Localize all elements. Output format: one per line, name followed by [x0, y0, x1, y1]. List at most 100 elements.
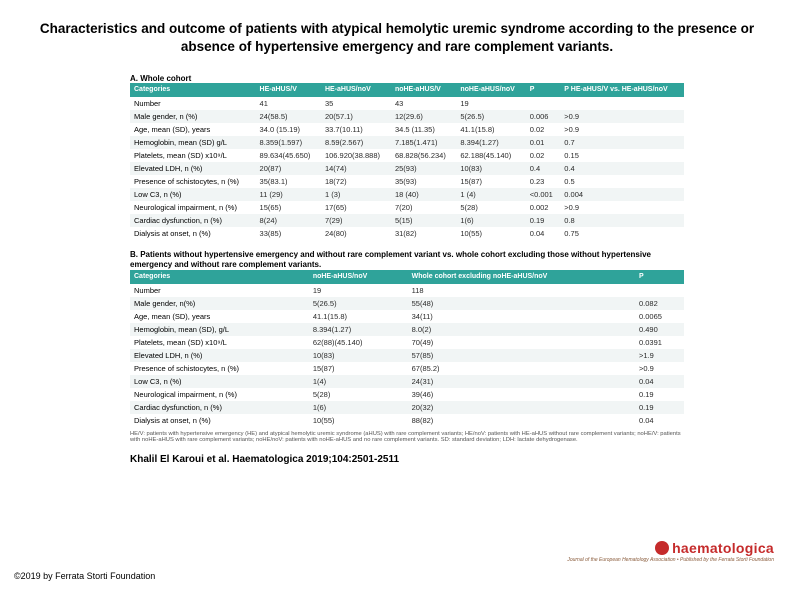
table-row: Presence of schistocytes, n (%)15(87)67(… [130, 362, 684, 375]
cell: 7.185(1.471) [391, 136, 456, 149]
cell: Hemoglobin, mean (SD) g/L [130, 136, 256, 149]
cell: Elevated LDH, n (%) [130, 349, 309, 362]
cell: 10(83) [309, 349, 408, 362]
table-row: Low C3, n (%)11 (29)1 (3)18 (40)1 (4)<0.… [130, 188, 684, 201]
table-row: Male gender, n(%)5(26.5)55(48)0.082 [130, 297, 684, 310]
cell: 0.19 [526, 214, 561, 227]
cell: 35 [321, 97, 391, 110]
col-header: Whole cohort excluding noHE-aHUS/noV [408, 270, 635, 284]
cell: >1.9 [635, 349, 684, 362]
table-row: Age, mean (SD), years34.0 (15.19)33.7(10… [130, 123, 684, 136]
table-row: Platelets, mean (SD) x10⁹/L89.634(45.650… [130, 149, 684, 162]
cell: 89.634(45.650) [256, 149, 321, 162]
cell: 62(88)(45.140) [309, 336, 408, 349]
cell: 19 [309, 284, 408, 297]
cell: 5(28) [456, 201, 525, 214]
citation: Khalil El Karoui et al. Haematologica 20… [130, 454, 794, 465]
cell: 0.01 [526, 136, 561, 149]
section-a-label: A. Whole cohort [130, 74, 684, 83]
cell: Presence of schistocytes, n (%) [130, 175, 256, 188]
cell: >0.9 [560, 123, 684, 136]
cell [635, 284, 684, 297]
journal-logo: haematologica Journal of the European He… [567, 540, 774, 563]
table-row: Elevated LDH, n (%)20(87)14(74)25(93)10(… [130, 162, 684, 175]
table-footnote: HE/V: patients with hypertensive emergen… [130, 431, 684, 444]
cell: Dialysis at onset, n (%) [130, 414, 309, 427]
logo-icon [655, 541, 669, 555]
cell: 5(26.5) [309, 297, 408, 310]
cell: >0.9 [635, 362, 684, 375]
cell: 5(26.5) [456, 110, 525, 123]
cell: 88(82) [408, 414, 635, 427]
cell: 0.4 [526, 162, 561, 175]
cell: 20(87) [256, 162, 321, 175]
cell: 0.19 [635, 388, 684, 401]
cell: 67(85.2) [408, 362, 635, 375]
cell: Cardiac dysfunction, n (%) [130, 401, 309, 414]
cell: 0.19 [635, 401, 684, 414]
cell: 34(11) [408, 310, 635, 323]
table-row: Number19118 [130, 284, 684, 297]
cell: 1(6) [309, 401, 408, 414]
cell: 0.02 [526, 149, 561, 162]
table-row: Low C3, n (%)1(4)24(31)0.04 [130, 375, 684, 388]
cell: 24(31) [408, 375, 635, 388]
cell: 7(20) [391, 201, 456, 214]
cell: 62.188(45.140) [456, 149, 525, 162]
table-row: Male gender, n (%)24(58.5)20(57.1)12(29.… [130, 110, 684, 123]
table-row: Dialysis at onset, n (%)10(55)88(82)0.04 [130, 414, 684, 427]
cell: 8.59(2.567) [321, 136, 391, 149]
col-header: noHE-aHUS/noV [309, 270, 408, 284]
cell: 8(24) [256, 214, 321, 227]
tables-area: A. Whole cohort CategoriesHE-aHUS/VHE-aH… [0, 64, 794, 444]
cell: 1(4) [309, 375, 408, 388]
cell: 24(58.5) [256, 110, 321, 123]
cell: 0.0391 [635, 336, 684, 349]
cell: 5(15) [391, 214, 456, 227]
cell: 0.7 [560, 136, 684, 149]
col-header: HE-aHUS/V [256, 83, 321, 97]
cell: Hemoglobin, mean (SD), g/L [130, 323, 309, 336]
cell: Presence of schistocytes, n (%) [130, 362, 309, 375]
cell: 41.1(15.8) [309, 310, 408, 323]
col-header: P HE-aHUS/V vs. HE-aHUS/noV [560, 83, 684, 97]
cell: 14(74) [321, 162, 391, 175]
cell: >0.9 [560, 110, 684, 123]
col-header: Categories [130, 83, 256, 97]
cell: 8.359(1.597) [256, 136, 321, 149]
cell: 1 (4) [456, 188, 525, 201]
cell: 0.002 [526, 201, 561, 214]
cell: 33(85) [256, 227, 321, 240]
cell: 18 (40) [391, 188, 456, 201]
cell: 10(55) [309, 414, 408, 427]
cell: 8.0(2) [408, 323, 635, 336]
cell: 5(28) [309, 388, 408, 401]
cell: Number [130, 284, 309, 297]
cell: 8.394(1.27) [309, 323, 408, 336]
cell: Platelets, mean (SD) x10⁹/L [130, 149, 256, 162]
cell: Male gender, n (%) [130, 110, 256, 123]
table-row: Neurological impairment, n (%)15(65)17(6… [130, 201, 684, 214]
cell: 41 [256, 97, 321, 110]
cell: Elevated LDH, n (%) [130, 162, 256, 175]
cell: 20(32) [408, 401, 635, 414]
cell [526, 97, 561, 110]
cell: Low C3, n (%) [130, 375, 309, 388]
cell: 55(48) [408, 297, 635, 310]
table-row: Age, mean (SD), years41.1(15.8)34(11)0.0… [130, 310, 684, 323]
col-header: Categories [130, 270, 309, 284]
cell: 11 (29) [256, 188, 321, 201]
table-row: Presence of schistocytes, n (%)35(83.1)1… [130, 175, 684, 188]
cell: 39(46) [408, 388, 635, 401]
table-row: Neurological impairment, n (%)5(28)39(46… [130, 388, 684, 401]
cell: 0.15 [560, 149, 684, 162]
cell: Dialysis at onset, n (%) [130, 227, 256, 240]
table-row: Number41354319 [130, 97, 684, 110]
table-a: CategoriesHE-aHUS/VHE-aHUS/noVnoHE-aHUS/… [130, 83, 684, 240]
cell: 57(85) [408, 349, 635, 362]
cell: 12(29.6) [391, 110, 456, 123]
cell: 34.5 (11.35) [391, 123, 456, 136]
col-header: noHE-aHUS/noV [456, 83, 525, 97]
cell: 17(65) [321, 201, 391, 214]
cell: 8.394(1.27) [456, 136, 525, 149]
